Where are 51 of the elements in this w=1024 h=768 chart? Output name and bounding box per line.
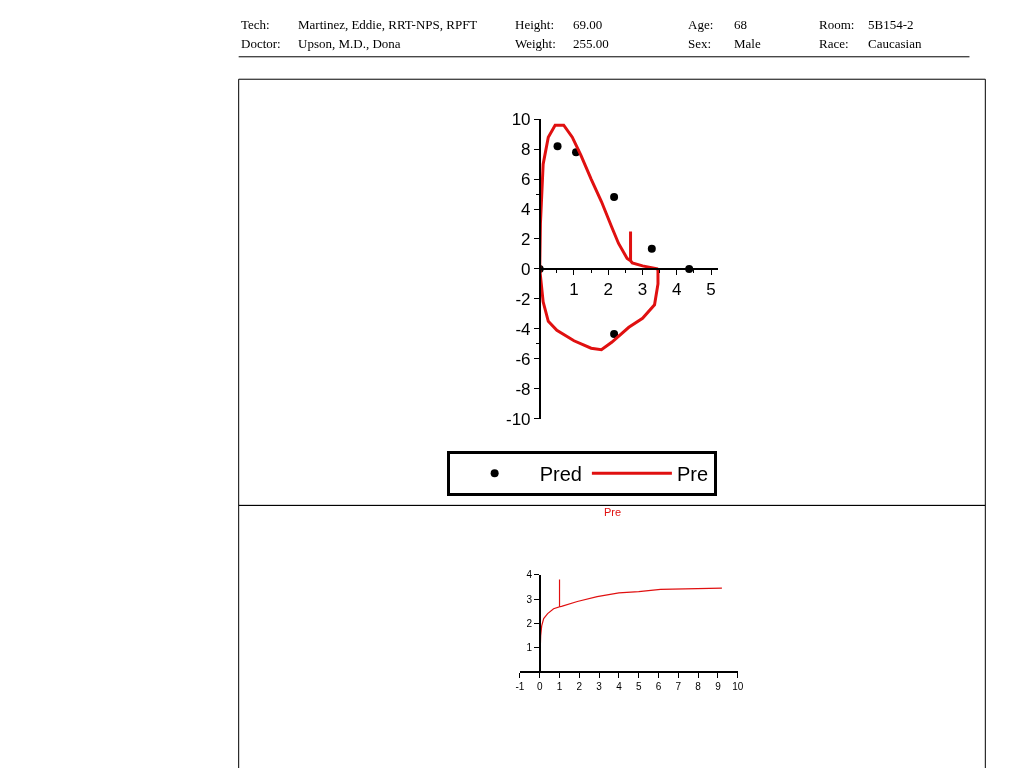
y-tick-label: 4 xyxy=(521,199,531,219)
x-tick-label: 4 xyxy=(616,680,623,692)
y-tick-label: -10 xyxy=(505,409,531,429)
y-tick-label: -6 xyxy=(515,349,531,369)
legend-label: Pred xyxy=(539,463,582,486)
text: Martinez, Eddie, RRT-NPS, RPFT xyxy=(298,17,478,32)
x-tick-label: 2 xyxy=(576,680,583,692)
y-tick-label: 3 xyxy=(526,593,533,605)
text: 5B154-2 xyxy=(868,17,914,32)
y-tick-label: 1 xyxy=(526,642,533,654)
text: Caucasian xyxy=(868,36,922,51)
text: Weight: xyxy=(515,36,556,51)
text: Race: xyxy=(819,36,849,51)
y-tick-label: 4 xyxy=(526,569,533,581)
y-tick-label: 0 xyxy=(521,259,531,279)
y-tick-label: 8 xyxy=(521,140,531,160)
x-tick-label: 4 xyxy=(672,280,682,300)
x-tick-label: 3 xyxy=(637,280,648,300)
y-tick-label: 10 xyxy=(511,110,531,130)
text: 255.00 xyxy=(573,36,609,51)
x-tick-label: 10 xyxy=(732,680,744,692)
y-tick-label: -2 xyxy=(515,289,531,309)
text: Room: xyxy=(819,17,855,32)
text: Sex: xyxy=(688,36,712,51)
x-tick-label: 2 xyxy=(603,280,613,300)
x-tick-label: 7 xyxy=(675,680,682,692)
x-tick-label: 6 xyxy=(655,680,662,692)
text: Doctor: xyxy=(241,36,281,51)
x-tick-label: 5 xyxy=(635,680,642,692)
text: 68 xyxy=(734,17,747,32)
x-tick-label: -1 xyxy=(515,680,525,692)
x-tick-label: 1 xyxy=(556,680,563,692)
y-tick-label: -4 xyxy=(515,319,531,339)
text: 69.00 xyxy=(573,17,603,32)
text: Age: xyxy=(688,17,714,32)
text: Upson, M.D., Dona xyxy=(298,36,401,51)
x-tick-label: 5 xyxy=(706,280,716,300)
text: Tech: xyxy=(241,17,270,32)
chart-title: Pre xyxy=(604,506,622,518)
y-tick-label: 2 xyxy=(526,617,533,629)
y-tick-label: 6 xyxy=(521,170,531,190)
text: Male xyxy=(734,36,761,51)
text: Height: xyxy=(515,17,554,32)
x-tick-label: 0 xyxy=(536,680,543,692)
legend-label: Pre xyxy=(676,463,709,486)
x-tick-label: 8 xyxy=(695,680,702,692)
y-tick-label: 2 xyxy=(521,229,531,249)
y-tick-label: -8 xyxy=(515,379,531,399)
x-tick-label: 1 xyxy=(569,280,579,300)
x-tick-label: 3 xyxy=(596,680,603,692)
x-tick-label: 9 xyxy=(715,680,722,692)
